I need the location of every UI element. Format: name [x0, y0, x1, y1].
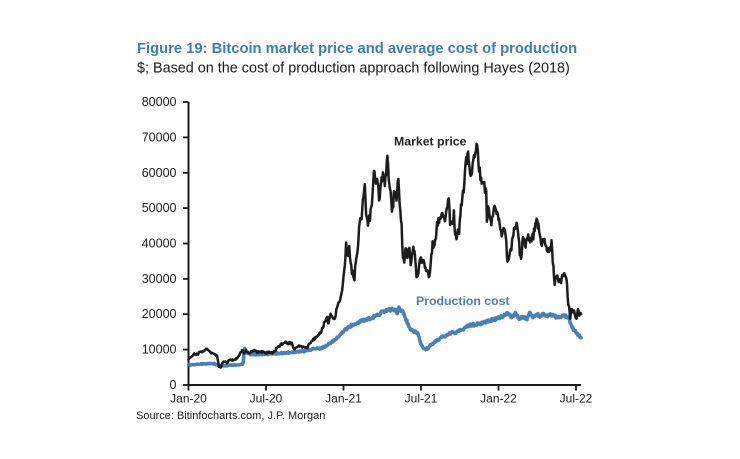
svg-text:Jan-22: Jan-22	[480, 392, 517, 406]
svg-text:Jul-21: Jul-21	[405, 392, 438, 406]
svg-text:0: 0	[170, 378, 177, 392]
svg-text:50000: 50000	[142, 201, 177, 215]
svg-text:20000: 20000	[142, 307, 177, 321]
svg-text:10000: 10000	[142, 343, 177, 357]
svg-text:Market price: Market price	[394, 135, 467, 149]
svg-text:60000: 60000	[142, 166, 177, 180]
svg-text:$; Based on the cost of produc: $; Based on the cost of production appro…	[137, 61, 570, 77]
svg-text:40000: 40000	[142, 237, 177, 251]
svg-text:30000: 30000	[142, 272, 177, 286]
svg-text:Jul-20: Jul-20	[250, 392, 283, 406]
svg-text:Jul-22: Jul-22	[560, 392, 593, 406]
svg-text:70000: 70000	[142, 130, 177, 144]
svg-text:Jan-21: Jan-21	[325, 392, 362, 406]
svg-text:Jan-20: Jan-20	[170, 392, 207, 406]
svg-text:Source: Bitinfocharts.com, J.P: Source: Bitinfocharts.com, J.P. Morgan	[136, 410, 325, 422]
svg-text:80000: 80000	[142, 95, 177, 109]
svg-text:Figure 19: Bitcoin market pric: Figure 19: Bitcoin market price and aver…	[137, 41, 577, 57]
svg-text:Production cost: Production cost	[416, 294, 510, 308]
